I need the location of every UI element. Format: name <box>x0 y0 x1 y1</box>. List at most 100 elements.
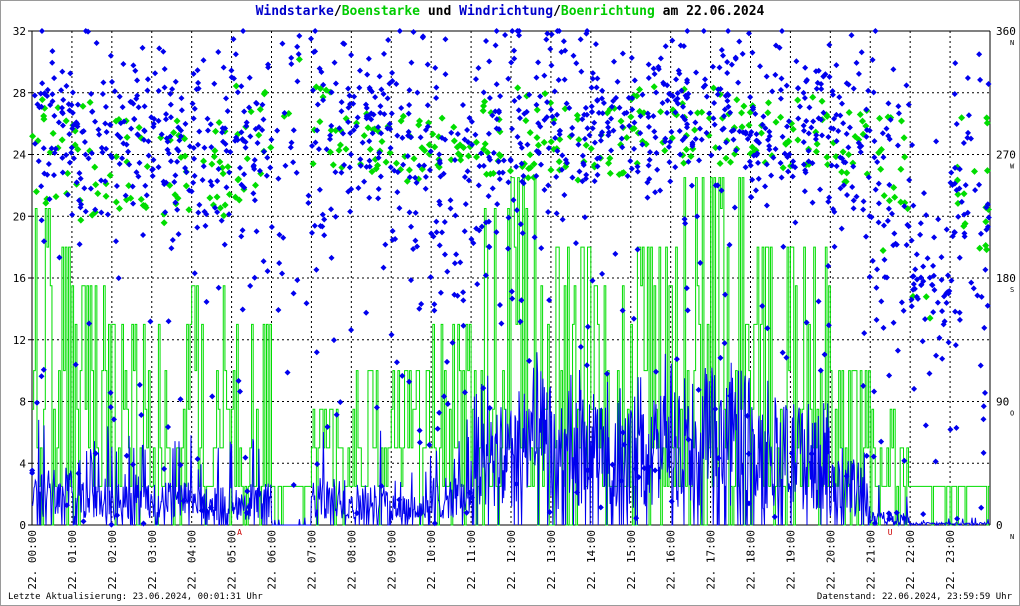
boenrichtung-point <box>316 118 324 126</box>
x-tick-label: 22. 15:00 <box>625 530 638 590</box>
windrichtung-point <box>466 489 473 496</box>
windrichtung-point <box>965 129 972 136</box>
windrichtung-point <box>332 169 339 176</box>
windrichtung-point <box>444 401 451 408</box>
windrichtung-point <box>38 183 45 190</box>
boenrichtung-point <box>483 170 491 178</box>
windrichtung-point <box>218 217 225 224</box>
windrichtung-point <box>150 156 157 163</box>
windrichtung-point <box>677 151 684 158</box>
windrichtung-point <box>801 95 808 102</box>
windrichtung-point <box>825 133 832 140</box>
windrichtung-point <box>424 61 431 68</box>
windrichtung-point <box>569 124 576 131</box>
boenrichtung-point <box>416 117 424 125</box>
boenrichtung-point <box>522 117 530 125</box>
x-tick-label: 22. 20:00 <box>824 530 837 590</box>
windrichtung-point <box>357 156 364 163</box>
windrichtung-point <box>537 93 544 100</box>
windrichtung-point <box>209 393 216 400</box>
windrichtung-point <box>702 76 709 83</box>
windrichtung-point <box>82 28 89 34</box>
windrichtung-point <box>436 151 443 158</box>
windrichtung-point <box>454 131 461 138</box>
windrichtung-point <box>763 73 770 80</box>
windrichtung-point <box>315 146 322 153</box>
windrichtung-point <box>588 103 595 110</box>
windrichtung-point <box>421 162 428 169</box>
windrichtung-point <box>347 208 354 215</box>
windrichtung-point <box>162 116 169 123</box>
windrichtung-point <box>259 101 266 108</box>
windrichtung-point <box>211 80 218 87</box>
windrichtung-point <box>544 99 551 106</box>
windrichtung-point <box>666 159 673 166</box>
windrichtung-point <box>628 165 635 172</box>
windrichtung-point <box>871 154 878 161</box>
boenrichtung-point <box>399 112 407 120</box>
boenrichtung-point <box>885 197 893 205</box>
windrichtung-point <box>910 202 917 209</box>
boenrichtung-point <box>137 195 145 203</box>
windrichtung-point <box>111 88 118 95</box>
windrichtung-point <box>516 115 523 122</box>
boenrichtung-point <box>525 165 533 173</box>
boenrichtung-point <box>960 190 968 198</box>
boenrichtung-point <box>316 85 324 93</box>
windrichtung-point <box>608 115 615 122</box>
boenrichtung-point <box>460 144 468 152</box>
windrichtung-point <box>524 141 531 148</box>
windrichtung-point <box>830 206 837 213</box>
windrichtung-point <box>107 121 114 128</box>
windrichtung-point <box>833 138 840 145</box>
windrichtung-point <box>850 163 857 170</box>
windrichtung-point <box>763 202 770 209</box>
windrichtung-point <box>232 51 239 58</box>
windrichtung-point <box>499 169 506 176</box>
windrichtung-point <box>508 59 515 66</box>
windrichtung-point <box>772 71 779 78</box>
boenrichtung-point <box>174 194 182 202</box>
windrichtung-point <box>809 199 816 206</box>
boenrichtung-point <box>900 134 908 142</box>
windrichtung-point <box>594 75 601 82</box>
windrichtung-point <box>808 124 815 131</box>
windrichtung-point <box>831 115 838 122</box>
windrichtung-point <box>544 30 551 37</box>
windrichtung-point <box>259 127 266 134</box>
windrichtung-point <box>129 183 136 190</box>
boenrichtung-point <box>309 160 317 168</box>
windrichtung-point <box>351 93 358 100</box>
windrichtung-point <box>436 201 443 208</box>
windrichtung-point <box>155 87 162 94</box>
windrichtung-point <box>353 123 360 130</box>
windrichtung-point <box>742 164 749 171</box>
windrichtung-point <box>944 289 951 296</box>
windrichtung-point <box>384 95 391 102</box>
boenrichtung-point <box>627 113 635 121</box>
windrichtung-point <box>437 173 444 180</box>
windrichtung-point <box>817 367 824 374</box>
boenrichtung-point <box>421 147 429 155</box>
windrichtung-point <box>38 28 45 34</box>
windrichtung-point <box>372 94 379 101</box>
windrichtung-point <box>125 148 132 155</box>
boenrichtung-point <box>605 159 613 167</box>
windrichtung-point <box>155 164 162 171</box>
windrichtung-point <box>619 144 626 151</box>
windrichtung-point <box>664 97 671 104</box>
windrichtung-point <box>845 81 852 88</box>
windrichtung-point <box>983 204 990 211</box>
windrichtung-point <box>461 173 468 180</box>
windrichtung-point <box>172 172 179 179</box>
windrichtung-point <box>855 139 862 146</box>
windrichtung-point <box>276 231 283 238</box>
boenrichtung-point <box>182 182 190 190</box>
windrichtung-point <box>589 75 596 82</box>
windrichtung-point <box>650 113 657 120</box>
windrichtung-point <box>577 343 584 350</box>
boenrichtung-point <box>170 129 178 137</box>
windrichtung-point <box>323 146 330 153</box>
windrichtung-point <box>108 154 115 161</box>
windrichtung-point <box>424 123 431 130</box>
